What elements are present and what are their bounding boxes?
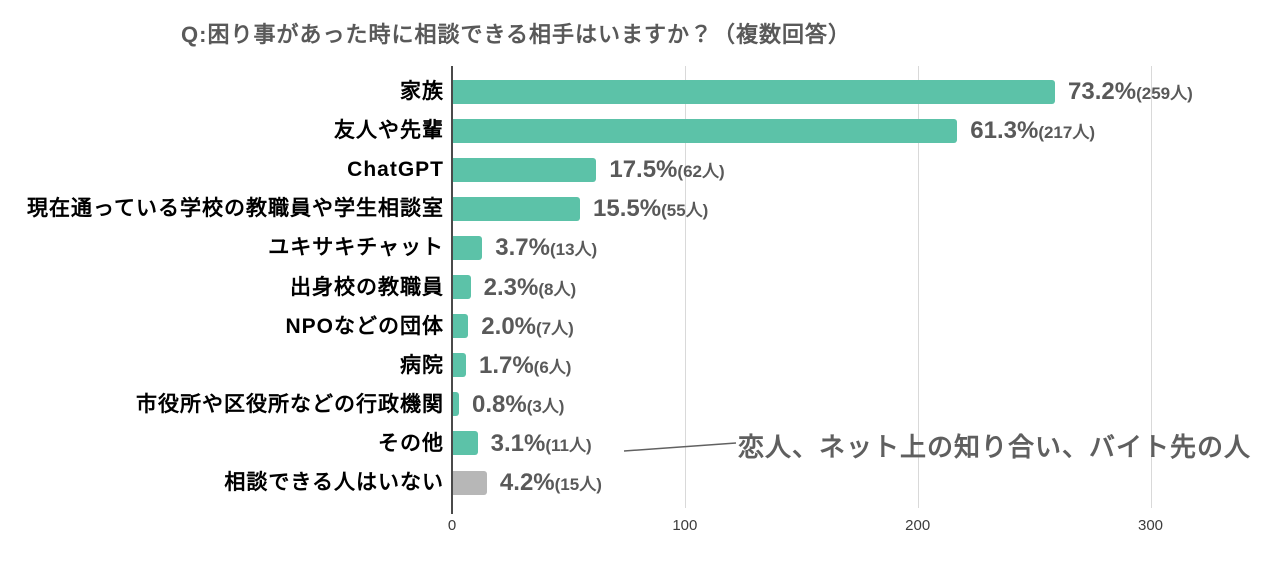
count-value: (15人) (554, 475, 602, 494)
value-label: 2.0%(7人) (481, 307, 573, 346)
bar-4 (452, 235, 483, 260)
count-value: (13人) (549, 240, 598, 260)
gridline-x-300 (1150, 66, 1152, 508)
category-label: 友人や先輩 (334, 119, 444, 143)
bar-8 (452, 392, 459, 417)
value-label: 73.2%(259人) (1068, 72, 1193, 111)
count-value: (217人) (1038, 123, 1095, 143)
percent-value: 0.8% (471, 390, 527, 418)
x-axis-tick-label: 300 (1137, 517, 1164, 534)
bar-3 (452, 196, 581, 221)
percent-value: 15.5% (593, 195, 662, 223)
chart-title: Q:困り事があった時に相談できる相手はいますか？（複数回答） (181, 22, 852, 47)
gridline-x-200 (917, 66, 919, 508)
value-label: 15.5%(55人) (593, 189, 708, 228)
percent-value: 2.3% (483, 273, 539, 301)
count-value: (7人) (536, 318, 574, 338)
count-value: (259人) (1136, 84, 1193, 103)
count-value: (62人) (677, 162, 725, 182)
category-label: 家族 (400, 80, 444, 103)
value-label: 1.7%(6人) (479, 346, 571, 385)
annotation-text: 恋人、ネット上の知り合い、バイト先の人 (738, 432, 1252, 462)
value-label: 3.7%(13人) (495, 228, 597, 267)
bar-2 (452, 157, 597, 182)
plot-area (452, 66, 1232, 508)
annotation-callout-line (623, 442, 737, 452)
x-axis-tick-label: 100 (672, 517, 698, 534)
percent-value: 73.2% (1068, 78, 1137, 105)
bar-0 (452, 79, 1056, 104)
percent-value: 3.7% (495, 234, 550, 262)
bar-5 (452, 275, 471, 300)
gridline-x-100 (684, 66, 686, 508)
category-label: 現在通っている学校の教職員や学生相談室 (27, 197, 444, 221)
y-axis-baseline (451, 66, 453, 514)
bar-10 (452, 470, 487, 495)
value-label: 2.3%(8人) (484, 268, 576, 307)
value-label: 17.5%(62人) (609, 150, 724, 189)
category-label: 病院 (400, 353, 444, 377)
bar-9 (452, 431, 478, 456)
category-label: 相談できる人はいない (224, 471, 444, 494)
category-label: NPOなどの団体 (285, 314, 444, 338)
percent-value: 1.7% (478, 351, 534, 379)
value-label: 0.8%(3人) (472, 385, 564, 424)
bar-7 (452, 353, 466, 378)
value-label: 3.1%(11人) (491, 424, 592, 463)
percent-value: 4.2% (499, 469, 555, 496)
percent-value: 3.1% (490, 429, 546, 457)
percent-value: 17.5% (609, 156, 678, 184)
x-axis-tick-label: 0 (447, 517, 457, 534)
bar-6 (452, 314, 469, 339)
category-label: 出身校の教職員 (290, 275, 444, 299)
percent-value: 2.0% (481, 312, 536, 340)
percent-value: 61.3% (970, 117, 1039, 145)
category-label: ユキサキチャット (268, 236, 444, 260)
category-label: 市役所や区役所などの行政機関 (136, 392, 444, 416)
category-label: その他 (378, 431, 444, 455)
count-value: (55人) (661, 201, 709, 221)
value-label: 61.3%(217人) (970, 111, 1095, 150)
x-axis-tick-label: 200 (905, 517, 931, 534)
value-label: 4.2%(15人) (500, 463, 602, 502)
category-label: ChatGPT (347, 158, 444, 182)
count-value: (8人) (538, 279, 577, 299)
count-value: (11人) (545, 435, 592, 455)
count-value: (3人) (526, 396, 565, 416)
count-value: (6人) (533, 357, 572, 377)
bar-1 (452, 118, 958, 143)
